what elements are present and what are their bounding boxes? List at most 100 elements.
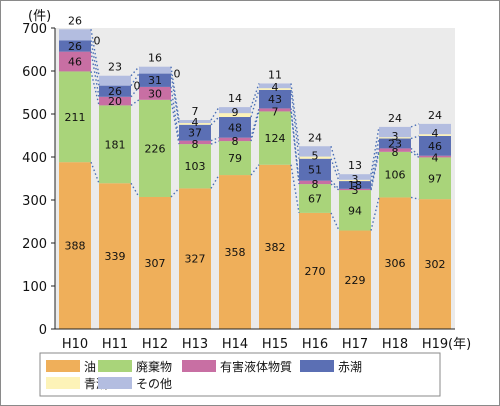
- connector-line: [250, 111, 260, 142]
- data-label: 8: [312, 178, 319, 191]
- data-label: 31: [148, 74, 162, 87]
- data-label: 48: [228, 121, 242, 134]
- bar-segment: [259, 83, 291, 89]
- bar-segment: [179, 120, 211, 124]
- data-label: 16: [148, 52, 162, 65]
- data-label: 13: [348, 159, 362, 172]
- bar-segment: [419, 134, 451, 136]
- legend-label: 廃棄物: [136, 359, 172, 374]
- connector-line: [290, 164, 300, 214]
- data-label: 270: [305, 265, 326, 278]
- bar-segment: [99, 183, 131, 329]
- connector-line: [370, 148, 380, 189]
- connector-line: [290, 111, 300, 185]
- connector-line: [330, 146, 340, 175]
- bar-segment: [59, 51, 91, 72]
- legend-swatch: [98, 360, 132, 372]
- bar-segment: [379, 137, 411, 139]
- bar-segment: [219, 117, 251, 138]
- x-tick-label: H12: [142, 337, 168, 352]
- data-label: 9: [232, 106, 239, 119]
- data-label: 18: [348, 179, 362, 192]
- y-tick-label: 700: [22, 22, 47, 37]
- connector-line: [410, 135, 420, 140]
- legend-label: 赤潮: [338, 359, 362, 374]
- connector-line: [330, 183, 340, 191]
- data-label: 339: [105, 250, 126, 263]
- y-tick-label: 100: [22, 280, 47, 295]
- data-label: 3: [392, 130, 399, 143]
- data-label: 14: [228, 92, 242, 105]
- bar-segment: [179, 188, 211, 329]
- bar-segment: [419, 157, 451, 200]
- bar-segment: [219, 175, 251, 329]
- bar-segment: [419, 135, 451, 156]
- legend-swatch: [46, 377, 80, 389]
- connector-line: [370, 151, 380, 191]
- data-label: 26: [68, 14, 82, 27]
- connector-line: [170, 66, 180, 121]
- connector-line: [250, 83, 260, 108]
- legend-label: 有害液体物質: [220, 359, 292, 374]
- y-tick-label: 200: [22, 237, 47, 252]
- data-label: 24: [388, 112, 402, 125]
- bar-segment: [339, 174, 371, 180]
- connector-line: [90, 71, 100, 106]
- connector-line: [330, 212, 340, 231]
- data-label: 26: [68, 40, 82, 53]
- data-label: 79: [228, 152, 242, 165]
- connector-line: [130, 182, 140, 198]
- bar-segment: [99, 96, 131, 106]
- bar-segment: [219, 113, 251, 118]
- legend-items: 油廃棄物 有害液体物質 赤潮青潮 その他: [46, 359, 362, 391]
- data-label: 3: [352, 184, 359, 197]
- data-label: 327: [185, 253, 206, 266]
- bar-segment: [219, 107, 251, 114]
- bar-segment: [99, 75, 131, 86]
- x-tick-label: H16: [302, 337, 328, 352]
- bar-segment: [379, 148, 411, 152]
- bar-segment: [59, 71, 91, 163]
- connector-line: [210, 136, 220, 142]
- connector-line: [410, 147, 420, 157]
- bar-segment: [179, 144, 211, 189]
- bar-segment: [379, 138, 411, 149]
- x-tick-label: H11: [102, 337, 128, 352]
- connector-line: [210, 116, 220, 126]
- y-tick-label: 500: [22, 108, 47, 123]
- data-label: 94: [348, 204, 362, 217]
- bar-segment: [379, 197, 411, 329]
- bar-segment: [139, 196, 171, 329]
- legend-label: その他: [136, 377, 172, 391]
- data-label: 8: [232, 135, 239, 148]
- data-label: 46: [68, 56, 82, 69]
- connector-line: [370, 197, 380, 231]
- connector-line: [210, 140, 220, 145]
- data-label: 307: [145, 257, 166, 270]
- y-tick-label: 0: [39, 323, 47, 338]
- legend-swatch: [46, 360, 80, 372]
- data-label: 23: [108, 61, 122, 74]
- bar-segment: [299, 212, 331, 329]
- connector-line: [250, 108, 260, 138]
- bar-segment: [299, 180, 331, 185]
- connector-line: [370, 138, 380, 182]
- bars: [59, 29, 451, 329]
- bar-segment: [299, 184, 331, 213]
- bar-segment: [139, 66, 171, 74]
- legend-swatch: [98, 377, 132, 389]
- x-tick-label: H14: [222, 337, 248, 352]
- connector-line: [170, 73, 180, 125]
- bar-segment: [179, 124, 211, 141]
- connector-line: [410, 196, 420, 200]
- bar-segment: [259, 88, 291, 90]
- bar-segment: [419, 123, 451, 135]
- data-label: 37: [188, 127, 202, 140]
- bar-segment: [259, 108, 291, 112]
- data-label: 3: [352, 173, 359, 186]
- data-label: 229: [345, 274, 366, 287]
- bar-segment: [299, 146, 331, 157]
